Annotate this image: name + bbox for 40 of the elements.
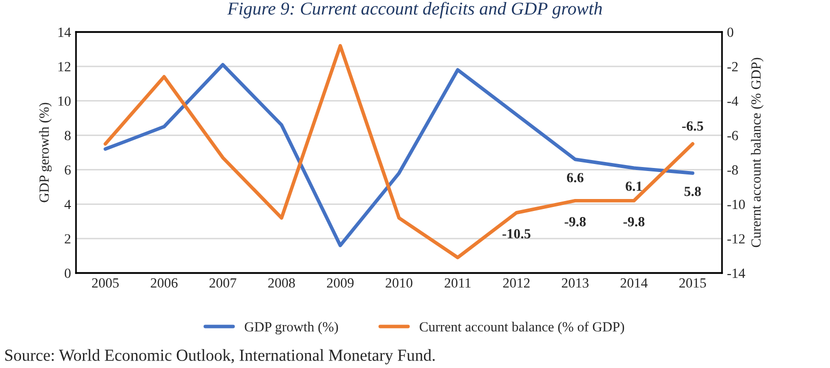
- y2-tick-label: -14: [727, 268, 746, 278]
- legend-label: Current account balance (% of GDP): [420, 322, 624, 334]
- data-label: 6.6: [566, 172, 584, 182]
- y-tick-label: 2: [64, 234, 70, 244]
- y-tick-label: 14: [58, 28, 71, 37]
- data-label: -6.5: [682, 121, 704, 131]
- data-label: -10.5: [502, 229, 530, 239]
- y2-tick-label: 0: [727, 28, 734, 37]
- x-tick-label: 2010: [386, 278, 412, 288]
- y2-tick-label: -12: [727, 234, 745, 244]
- data-label: 6.1: [626, 182, 642, 191]
- y-tick-label: 6: [64, 165, 71, 175]
- y2-tick-label: -10: [727, 200, 745, 210]
- y-tick-label: 8: [64, 130, 71, 140]
- y2-axis-title: Curernt account balance (% GDP): [750, 58, 764, 248]
- y-axis-title: GDP gerowth (%): [39, 102, 52, 202]
- x-tick-label: 2006: [150, 278, 178, 288]
- legend-label: GDP growth (%): [244, 322, 338, 334]
- y2-tick-label: -6: [727, 130, 738, 140]
- x-tick-label: 2005: [92, 278, 119, 288]
- y2-tick-label: -2: [727, 62, 738, 72]
- x-tick-label: 2008: [268, 278, 295, 288]
- data-label: -9.8: [623, 217, 644, 226]
- x-tick-label: 2011: [444, 278, 471, 288]
- x-tick-label: 2014: [620, 278, 648, 288]
- y-tick-label: 0: [64, 268, 71, 278]
- y2-tick-label: -8: [727, 165, 738, 175]
- x-tick-label: 2009: [326, 278, 354, 288]
- x-tick-label: 2012: [503, 278, 530, 288]
- y-tick-label: 12: [58, 62, 70, 72]
- y2-tick-label: -4: [727, 96, 738, 106]
- x-tick-label: 2007: [210, 278, 236, 288]
- y-tick-label: 4: [64, 200, 71, 209]
- x-tick-label: 2015: [679, 278, 706, 288]
- data-label: 5.8: [684, 186, 701, 196]
- y-tick-label: 10: [58, 96, 71, 106]
- data-label: -9.8: [564, 217, 586, 226]
- chart-title: Figure 9: Current account deficits and GDP growth: [227, 2, 602, 18]
- source-note: Source: World Economic Outlook, International Monetary Fund.: [5, 349, 435, 364]
- x-tick-label: 2013: [562, 278, 589, 288]
